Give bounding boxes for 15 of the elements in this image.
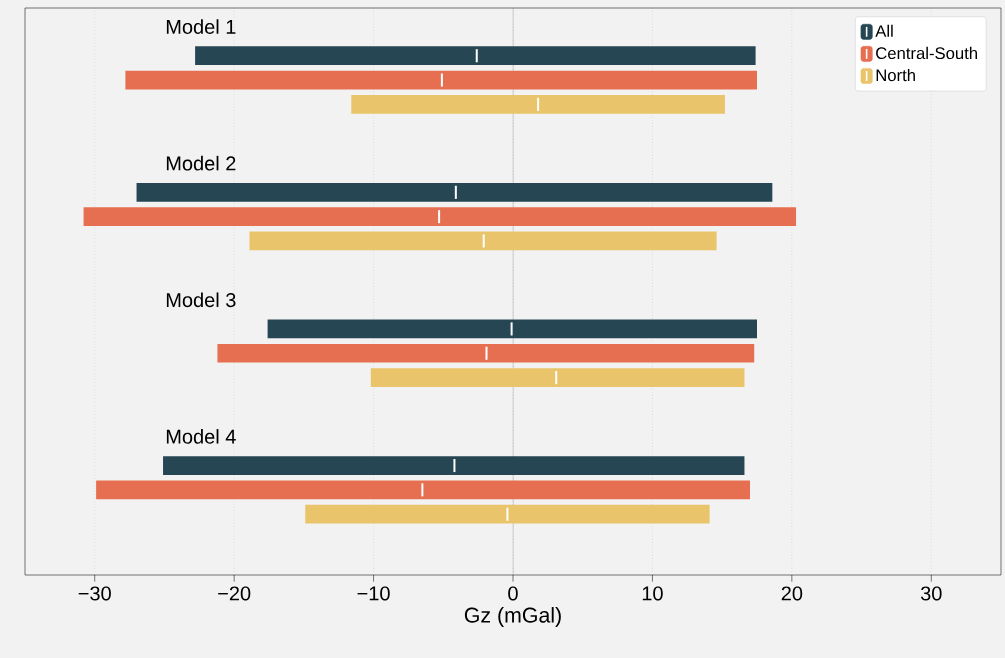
x-axis-title: Gz (mGal) [464,607,561,627]
x-tick-label: 10 [642,586,663,601]
x-tick-label: −20 [218,586,251,601]
x-tick-label: 30 [920,586,942,601]
legend-label: All [875,24,893,37]
y-tick-label: Model 3 [166,292,236,308]
x-tick-label: 20 [781,586,803,601]
y-tick-label: Model 2 [166,155,236,171]
x-tick-label: 0 [508,586,518,601]
legend-label: North [876,68,915,82]
y-tick-label: Model 4 [166,429,236,444]
legend-label: Central-South [876,46,977,60]
x-tick-label: −30 [78,586,111,601]
x-tick-label: −10 [357,586,390,601]
y-tick-label: Model 1 [166,19,236,34]
